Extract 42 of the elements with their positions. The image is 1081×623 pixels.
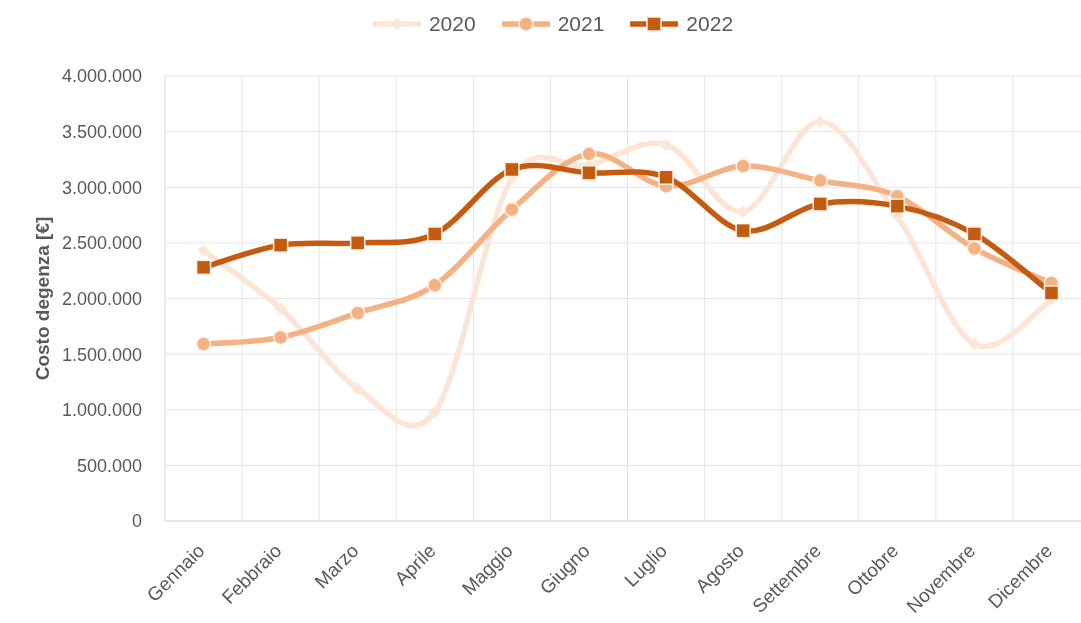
y-tick-label: 2.500.000 [61, 233, 142, 254]
point [349, 305, 366, 321]
legend-label: 2022 [686, 12, 734, 36]
point [735, 222, 751, 239]
point [427, 226, 443, 242]
point [504, 201, 520, 218]
point [812, 172, 828, 189]
y-tick-label: 4.000.000 [61, 66, 142, 87]
point [272, 329, 289, 346]
point [1043, 285, 1060, 301]
point [813, 115, 827, 129]
y-tick-label: 500.000 [76, 455, 142, 476]
point [812, 196, 828, 212]
point [735, 158, 751, 174]
point [966, 226, 983, 242]
y-tick-label: 3.500.000 [61, 122, 142, 143]
y-tick-label: 1.000.000 [61, 400, 142, 421]
point [427, 277, 443, 293]
point [659, 138, 673, 152]
point [349, 235, 366, 251]
point [351, 382, 365, 396]
point [274, 302, 288, 316]
y-tick-label: 2.000.000 [61, 288, 142, 309]
point [658, 169, 674, 185]
point [581, 165, 597, 181]
point [272, 237, 289, 253]
point [195, 259, 212, 276]
y-tick-label: 1.500.000 [61, 344, 142, 365]
point [581, 146, 597, 162]
point [967, 337, 981, 351]
point [197, 244, 211, 258]
point [428, 405, 442, 419]
point [195, 336, 212, 352]
point [966, 240, 983, 257]
point [889, 198, 906, 214]
y-axis-title: Costo degenza [€] [31, 216, 53, 381]
y-tick-label: 0 [131, 511, 142, 532]
legend-label: 2020 [428, 12, 476, 36]
legend-label: 2021 [557, 12, 605, 36]
y-tick-label: 3.000.000 [61, 177, 142, 198]
point [736, 205, 750, 219]
point [504, 161, 520, 178]
